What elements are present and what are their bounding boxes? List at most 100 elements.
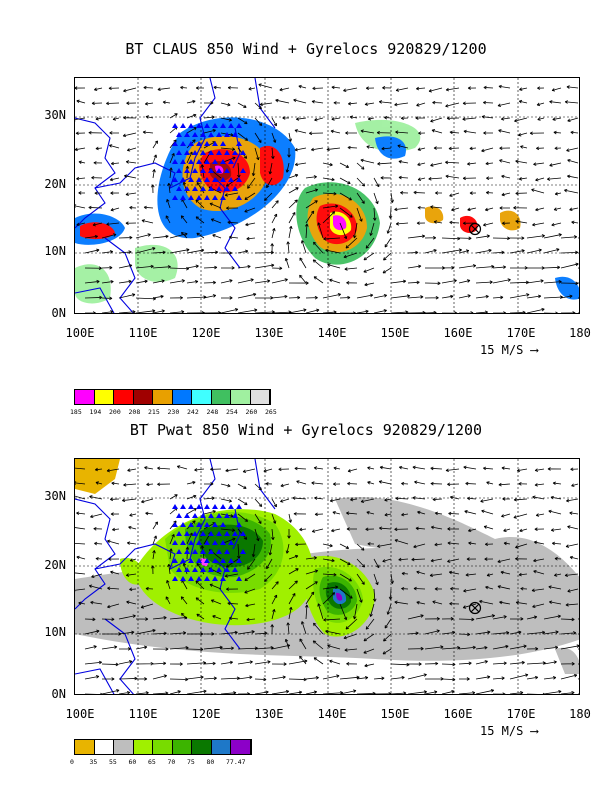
observation-triangle [216, 549, 222, 554]
wind-vector [322, 292, 342, 299]
wind-vector [554, 573, 562, 577]
observation-triangle [176, 531, 182, 536]
wind-vector [551, 87, 562, 92]
observation-triangle [184, 531, 190, 536]
wind-vector [533, 569, 545, 575]
wind-vector [288, 211, 296, 224]
observation-triangle [228, 540, 234, 545]
observation-triangle [200, 513, 206, 518]
observation-triangle [232, 513, 238, 518]
wind-vector [254, 690, 269, 694]
wind-vector [88, 130, 103, 135]
wind-vector [526, 266, 545, 270]
wind-vector [475, 688, 495, 694]
wind-vector [84, 248, 100, 254]
wind-vector [317, 603, 324, 620]
panel2-lon-130e: 130E [254, 707, 284, 721]
wind-vector [323, 237, 341, 241]
wind-vector [481, 147, 494, 153]
wind-vector [220, 483, 231, 488]
observation-triangle [220, 195, 226, 200]
wind-vector [499, 159, 511, 164]
wind-vector [169, 690, 181, 694]
wind-vector [441, 646, 461, 650]
panel1-lon-110e: 110E [128, 326, 158, 340]
wind-vector [465, 573, 477, 577]
colorbar-swatch [114, 740, 134, 754]
wind-vector [151, 565, 155, 575]
wind-vector [390, 675, 405, 680]
wind-vector [254, 646, 274, 650]
wind-vector [288, 690, 303, 694]
observation-triangle [204, 177, 210, 182]
wind-vector [380, 176, 392, 180]
wind-vector [433, 220, 443, 224]
wind-vector [486, 573, 494, 577]
wind-vector [135, 246, 156, 254]
panel1-lat-10n: 10N [44, 244, 66, 258]
wind-vector [152, 279, 165, 284]
wind-vector [75, 467, 86, 470]
panel2-colorbar-labels: 0 35 55 60 65 70 75 80 77.47 [70, 758, 246, 766]
wind-vector [430, 117, 443, 123]
panel2-lat-10n: 10N [44, 625, 66, 639]
wind-vector [84, 234, 98, 239]
wind-vector [101, 265, 113, 270]
wind-vector [564, 573, 579, 577]
wind-vector [339, 573, 352, 582]
wind-vector [551, 222, 562, 227]
wind-vector [516, 468, 528, 473]
wind-vector [497, 585, 511, 590]
wind-vector [225, 468, 239, 473]
wind-vector [468, 541, 477, 545]
wind-vector [268, 162, 273, 175]
wind-vector [441, 689, 455, 694]
wind-vector [110, 161, 120, 166]
wind-vector [458, 617, 475, 622]
wind-vector [526, 294, 542, 299]
wind-vector [509, 266, 528, 270]
wind-vector [110, 512, 120, 516]
wind-vector [502, 221, 511, 226]
wind-vector [428, 177, 443, 181]
wind-vector [493, 311, 507, 313]
wind-vector [93, 87, 103, 92]
wind-vector [118, 293, 136, 299]
wind-vector [108, 144, 120, 149]
wind-vector [407, 646, 424, 651]
wind-vector [560, 662, 575, 666]
wind-vector [384, 237, 392, 248]
wind-vector [126, 600, 137, 605]
wind-vector [152, 154, 157, 164]
wind-vector [486, 481, 494, 485]
panel2-lon-100e: 100E [65, 707, 95, 721]
wind-vector [532, 603, 545, 609]
observation-triangle [204, 558, 210, 563]
wind-vector [310, 147, 324, 152]
wind-vector [78, 191, 86, 195]
wind-vector [526, 647, 539, 651]
wind-vector [169, 631, 187, 635]
wind-vector [203, 115, 215, 119]
wind-vector [401, 571, 409, 576]
wind-vector [288, 580, 298, 590]
wind-vector [567, 174, 579, 179]
wind-vector [84, 279, 100, 284]
wind-vector [347, 481, 358, 486]
wind-vector [226, 206, 239, 210]
wind-vector [226, 587, 239, 591]
wind-vector [577, 237, 579, 239]
observation-triangle [200, 150, 206, 155]
wind-vector [356, 293, 374, 299]
wind-vector [513, 206, 528, 210]
wind-vector [386, 222, 392, 234]
observation-triangle [192, 150, 198, 155]
wind-vector [186, 295, 207, 299]
wind-vector [447, 558, 460, 563]
wind-vector [356, 162, 365, 170]
wind-vector [430, 481, 443, 486]
wind-vector [550, 495, 562, 500]
wind-vector [390, 310, 409, 313]
wind-vector [379, 526, 392, 531]
wind-vector [533, 162, 545, 166]
